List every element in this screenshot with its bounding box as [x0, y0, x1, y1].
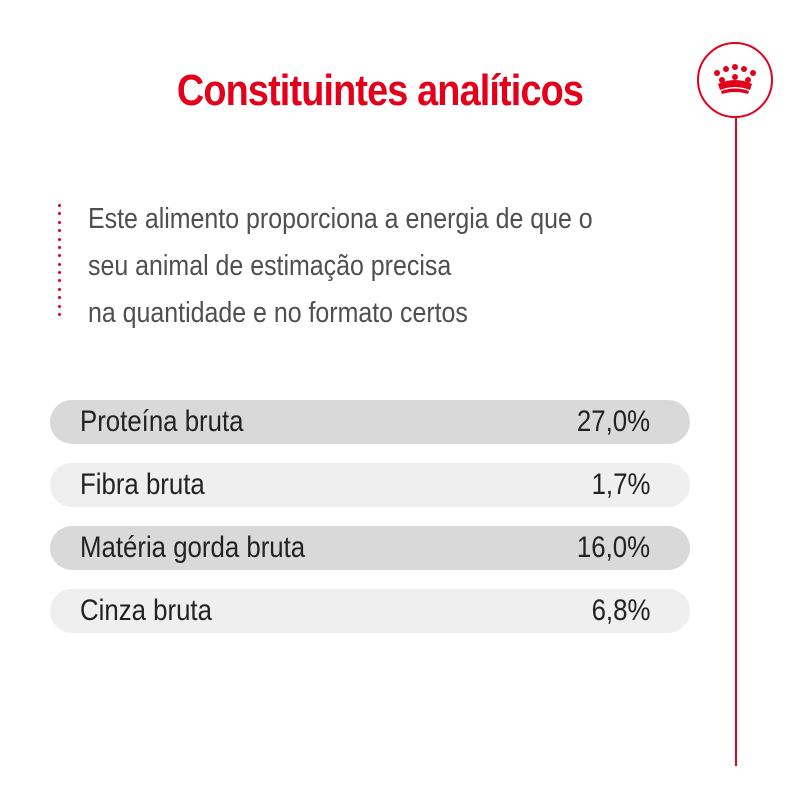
intro-line: seu animal de estimação precisa	[88, 250, 452, 282]
intro-paragraph: Este alimento proporciona a energia de q…	[88, 196, 604, 337]
constituent-row-ash: Cinza bruta 6,8%	[50, 589, 690, 633]
constituent-row-fiber: Fibra bruta 1,7%	[50, 463, 690, 507]
page-title: Constituintes analíticos	[176, 66, 584, 115]
constituent-label: Proteína bruta	[80, 405, 244, 438]
crown-logo	[697, 42, 773, 118]
constituent-row-fat: Matéria gorda bruta 16,0%	[50, 526, 690, 570]
dotted-accent	[58, 204, 62, 316]
constituent-label: Cinza bruta	[80, 594, 212, 627]
intro-line: na quantidade e no formato certos	[88, 297, 468, 329]
intro-line: Este alimento proporciona a energia de q…	[88, 203, 593, 235]
constituent-value: 1,7%	[591, 468, 650, 501]
crown-icon	[714, 64, 756, 94]
constituent-label: Matéria gorda bruta	[80, 531, 306, 564]
constituents-table: Proteína bruta 27,0% Fibra bruta 1,7% Ma…	[50, 400, 690, 652]
vertical-divider	[735, 118, 737, 766]
constituent-row-protein: Proteína bruta 27,0%	[50, 400, 690, 444]
constituent-value: 16,0%	[576, 531, 650, 564]
constituent-value: 27,0%	[576, 405, 650, 438]
constituent-label: Fibra bruta	[80, 468, 205, 501]
constituent-value: 6,8%	[591, 594, 650, 627]
